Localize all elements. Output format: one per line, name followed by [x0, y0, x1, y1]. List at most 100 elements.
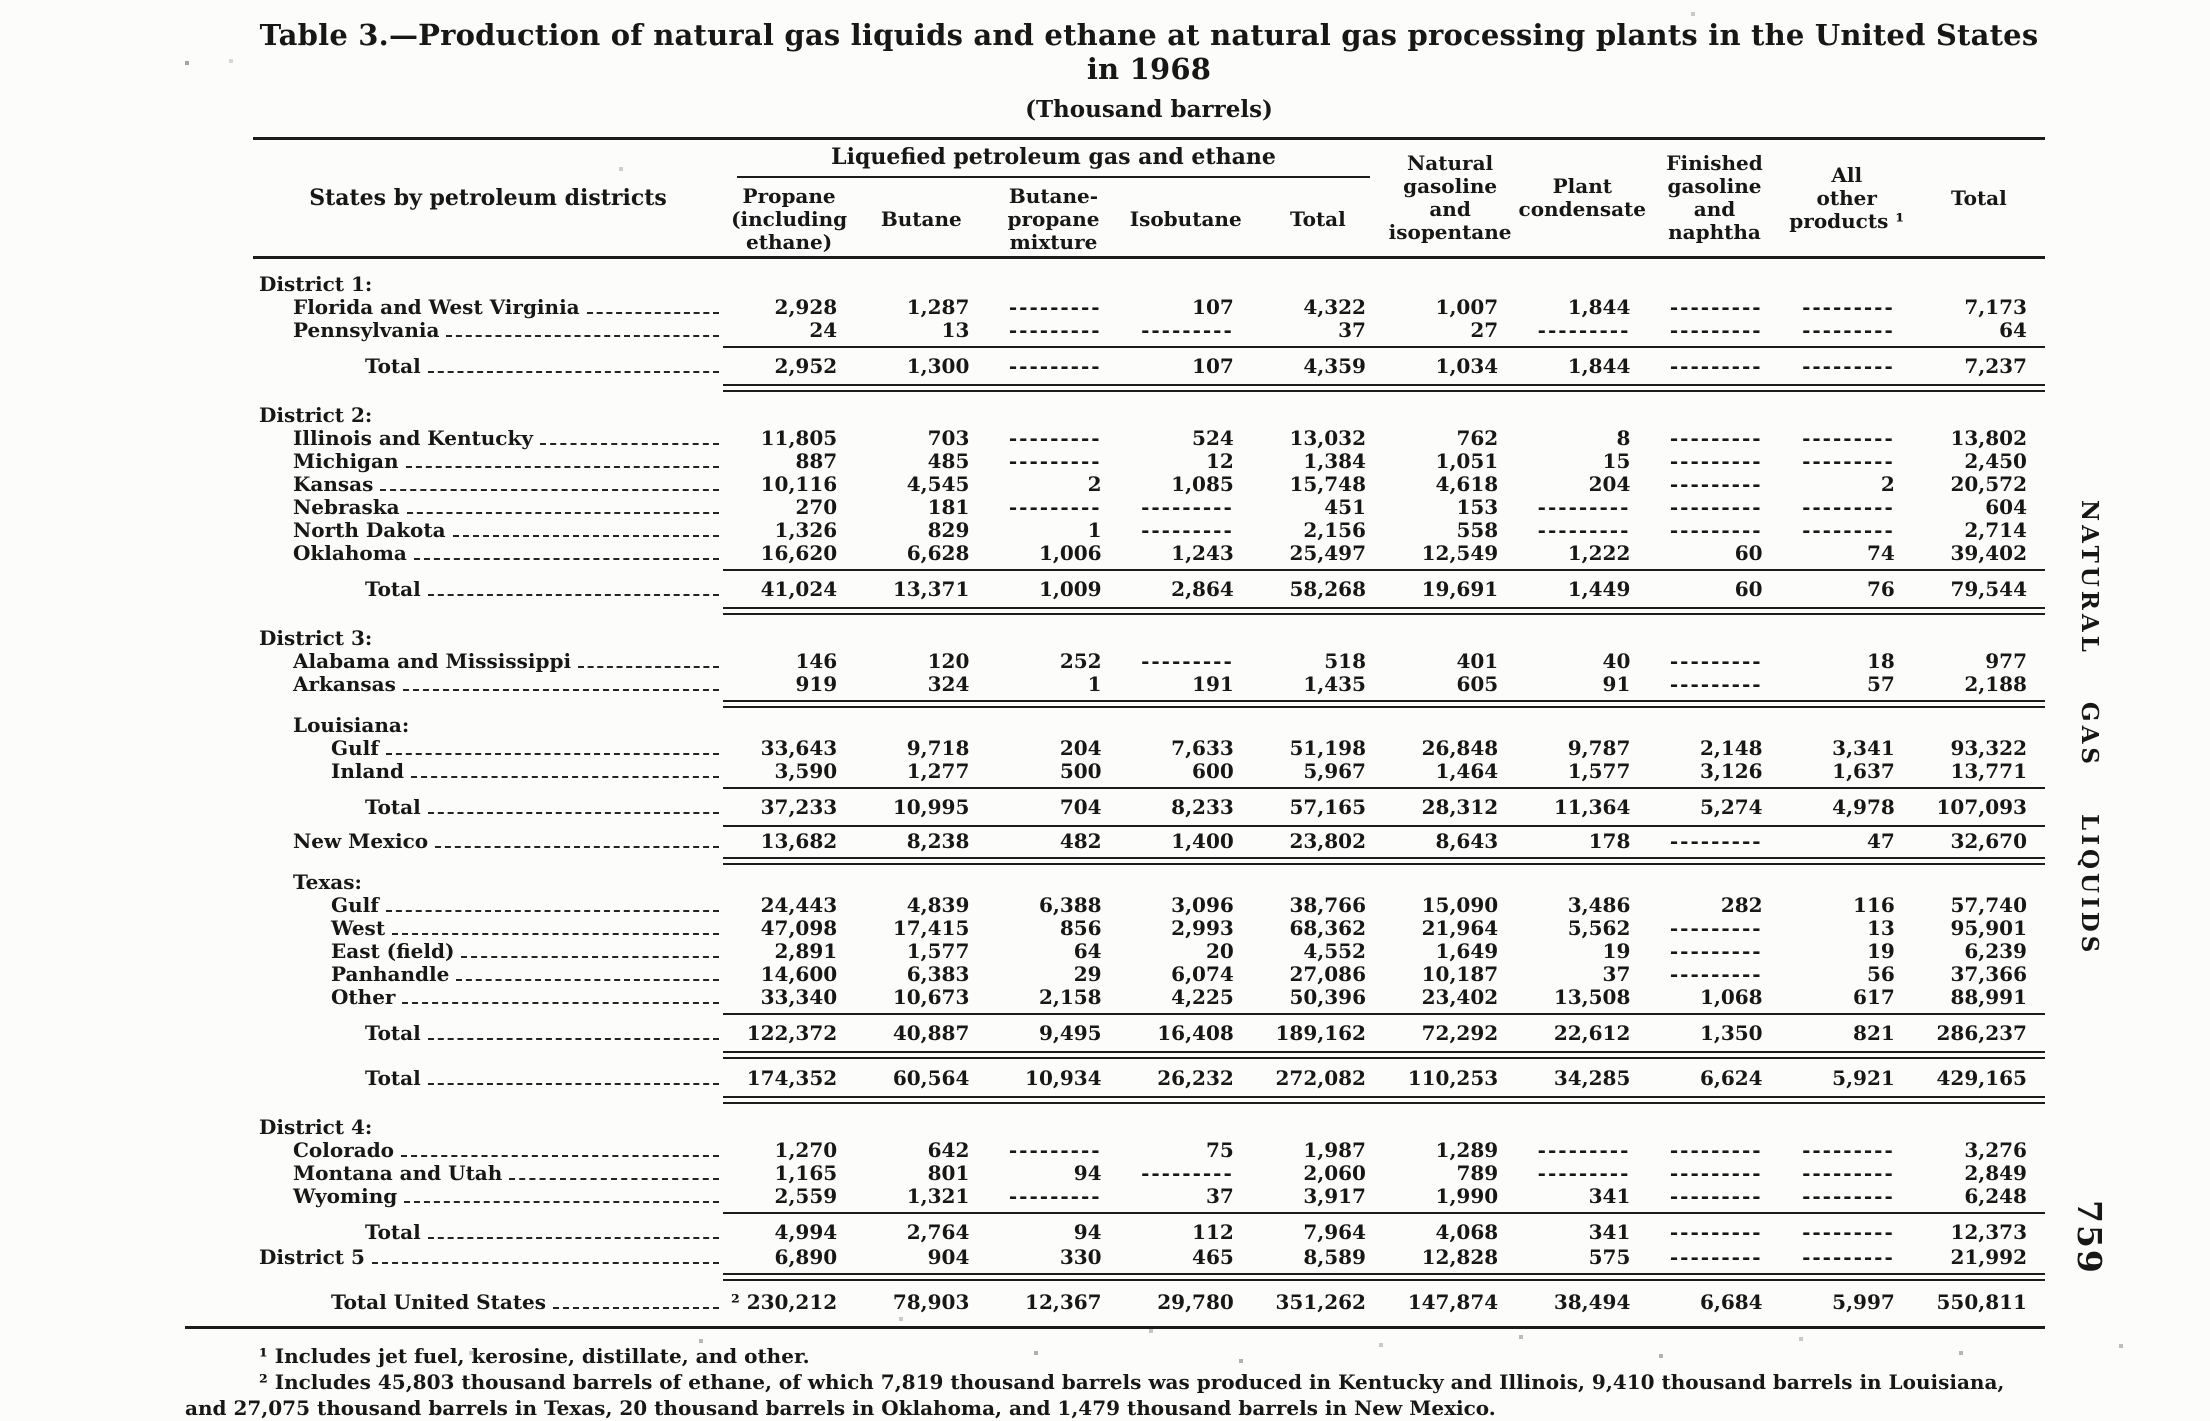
value-cell: 22,612 — [1553, 1021, 1631, 1045]
row-label: Inland — [331, 759, 404, 783]
empty-cell: --------- — [1802, 1245, 1895, 1269]
value-cell: 15,090 — [1421, 893, 1499, 917]
empty-cell: --------- — [1669, 295, 1763, 319]
dotted-leader — [539, 443, 719, 445]
value-cell: 1,649 — [1435, 939, 1499, 963]
value-cell: 13,802 — [1950, 426, 2027, 450]
value-cell: 1,400 — [1171, 829, 1234, 853]
section-rule — [253, 821, 2045, 830]
row-label: Montana and Utah — [293, 1161, 503, 1185]
section-rule — [253, 853, 2045, 869]
dotted-leader — [427, 371, 719, 373]
value-cell: 20 — [1205, 939, 1234, 963]
empty-cell: --------- — [1669, 354, 1763, 378]
value-cell: 1,844 — [1567, 295, 1631, 319]
table-row: District 3: — [253, 627, 2045, 650]
empty-cell: --------- — [1008, 495, 1102, 519]
value-cell: 1,321 — [906, 1184, 970, 1208]
empty-cell: --------- — [1669, 1245, 1763, 1269]
value-cell: 1,844 — [1567, 354, 1631, 378]
dotted-leader — [413, 558, 719, 560]
value-cell: 10,116 — [760, 472, 838, 496]
dotted-leader — [402, 689, 719, 691]
dotted-leader — [385, 753, 719, 755]
row-label: North Dakota — [293, 518, 446, 542]
value-cell: 3,486 — [1567, 893, 1631, 917]
empty-cell: --------- — [1802, 1161, 1895, 1185]
empty-cell: --------- — [1802, 295, 1895, 319]
section-rule — [253, 380, 2045, 396]
empty-cell: --------- — [1537, 1138, 1631, 1162]
value-cell: 4,322 — [1303, 295, 1366, 319]
value-cell: 789 — [1456, 1161, 1499, 1185]
value-cell: 40,887 — [892, 1021, 970, 1045]
value-cell: 482 — [1059, 829, 1102, 853]
value-cell: 21,964 — [1421, 916, 1499, 940]
value-cell: 153 — [1456, 495, 1499, 519]
value-cell: 13,682 — [760, 829, 838, 853]
empty-cell: --------- — [1669, 472, 1763, 496]
value-cell: 9,495 — [1038, 1021, 1102, 1045]
value-cell: 2,148 — [1699, 736, 1763, 760]
value-cell: 27,086 — [1289, 962, 1366, 986]
table-row: Michigan 887 485 --------- 12 1,384 1,051 15 ---… — [253, 450, 2045, 473]
value-cell: 12,549 — [1421, 541, 1499, 565]
column-header: All other products ¹ — [1789, 162, 1905, 233]
value-cell: 60 — [1734, 541, 1763, 565]
value-cell: 7,237 — [1964, 354, 2027, 378]
table-row: Total United States ² 230,212 78,903 12,367… — [253, 1285, 2045, 1318]
scanned-page: Table 3.—Production of natural gas liqui… — [185, 18, 2045, 1421]
value-cell: 107 — [1192, 295, 1234, 319]
value-cell: 451 — [1324, 495, 1366, 519]
row-label: Michigan — [293, 449, 399, 473]
empty-cell: --------- — [1537, 495, 1631, 519]
table-row: Total 2,952 1,300 --------- 107 4,359 1,034 1,8… — [253, 351, 2045, 380]
value-cell: 2,060 — [1303, 1161, 1366, 1185]
value-cell: 524 — [1192, 426, 1234, 450]
value-cell: 887 — [795, 449, 838, 473]
table-row: Texas: — [253, 871, 2045, 894]
section-rule — [253, 1269, 2045, 1285]
empty-cell: --------- — [1537, 518, 1631, 542]
dotted-leader — [406, 512, 719, 514]
value-cell: 401 — [1456, 649, 1499, 673]
value-cell: 1,165 — [774, 1161, 838, 1185]
row-label: East (field) — [331, 939, 455, 963]
value-cell: 1,068 — [1699, 985, 1763, 1009]
value-cell: 19,691 — [1421, 577, 1499, 601]
value-cell: 60 — [1734, 577, 1763, 601]
empty-cell: --------- — [1008, 354, 1102, 378]
empty-cell: --------- — [1802, 495, 1895, 519]
section-rule — [253, 783, 2045, 792]
table-row: Inland 3,590 1,277 500 600 5,967 1,464 1,577 3,1… — [253, 760, 2045, 783]
footnote-1: ¹ Includes jet fuel, kerosine, distillat… — [259, 1344, 810, 1368]
row-label: Total — [365, 795, 421, 819]
value-cell: 5,562 — [1567, 916, 1631, 940]
table-row: Panhandle 14,600 6,383 29 6,074 27,086 10,187 3… — [253, 963, 2045, 986]
empty-cell: --------- — [1802, 318, 1895, 342]
dotted-leader — [509, 1178, 719, 1180]
value-cell: 5,274 — [1699, 795, 1763, 819]
table-row: Total 174,352 60,564 10,934 26,232 272,082 110… — [253, 1063, 2045, 1092]
value-cell: 88,991 — [1950, 985, 2027, 1009]
empty-cell: --------- — [1669, 672, 1763, 696]
value-cell: 904 — [927, 1245, 970, 1269]
value-cell: 2,559 — [774, 1184, 838, 1208]
column-header: Isobutane — [1129, 206, 1242, 231]
value-cell: 2,891 — [774, 939, 838, 963]
table-row: Colorado 1,270 642 --------- 75 1,987 1,289 ---… — [253, 1139, 2045, 1162]
empty-cell: --------- — [1669, 1138, 1763, 1162]
value-cell: 270 — [795, 495, 838, 519]
value-cell: 13 — [941, 318, 970, 342]
value-cell: 27 — [1470, 318, 1499, 342]
value-cell: 1,270 — [774, 1138, 838, 1162]
value-cell: 465 — [1192, 1245, 1234, 1269]
value-cell: 13,508 — [1553, 985, 1631, 1009]
value-cell: 13,032 — [1289, 426, 1366, 450]
empty-cell: --------- — [1669, 1161, 1763, 1185]
value-cell: 4,225 — [1171, 985, 1234, 1009]
empty-cell: --------- — [1669, 916, 1763, 940]
section-rule — [253, 1208, 2045, 1217]
value-cell: 16,408 — [1157, 1021, 1234, 1045]
value-cell: 575 — [1588, 1245, 1631, 1269]
